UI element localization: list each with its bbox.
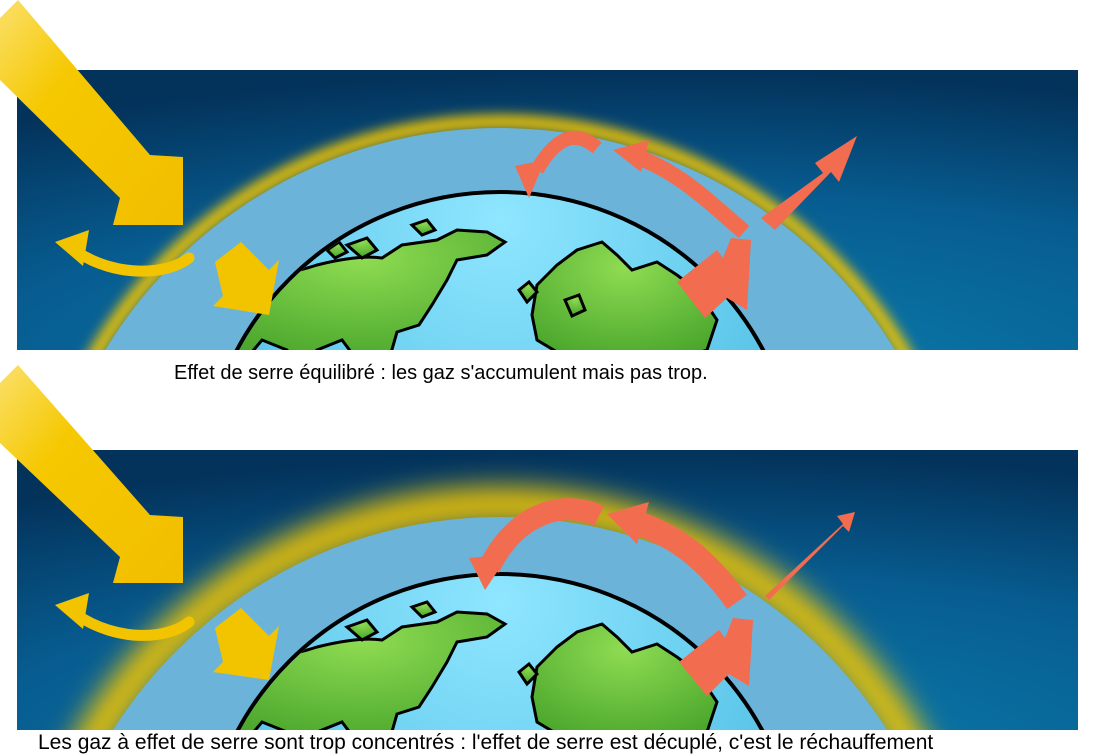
caption-excessive: Les gaz à effet de serre sont trop conce… <box>38 731 934 754</box>
panel-excessive-greenhouse <box>17 450 1078 730</box>
surface-ray-icon <box>213 608 279 680</box>
continents <box>215 218 719 350</box>
atmosphere-glow <box>79 488 921 730</box>
heat-arrow-icon <box>515 130 857 318</box>
earth-globe <box>215 190 766 350</box>
earth-globe <box>215 572 765 730</box>
caption-balanced: Effet de serre équilibré : les gaz s'acc… <box>174 362 708 384</box>
sun-ray-arrow-icon <box>0 0 183 225</box>
sun-ray-arrow-icon <box>0 365 183 583</box>
panel-balanced-greenhouse <box>17 70 1078 350</box>
reflected-ray-icon <box>55 593 195 641</box>
surface-ray-icon <box>213 242 279 315</box>
reflected-ray-icon <box>55 230 195 277</box>
heat-arrow-icon <box>469 498 855 696</box>
atmosphere-glow <box>90 115 910 350</box>
